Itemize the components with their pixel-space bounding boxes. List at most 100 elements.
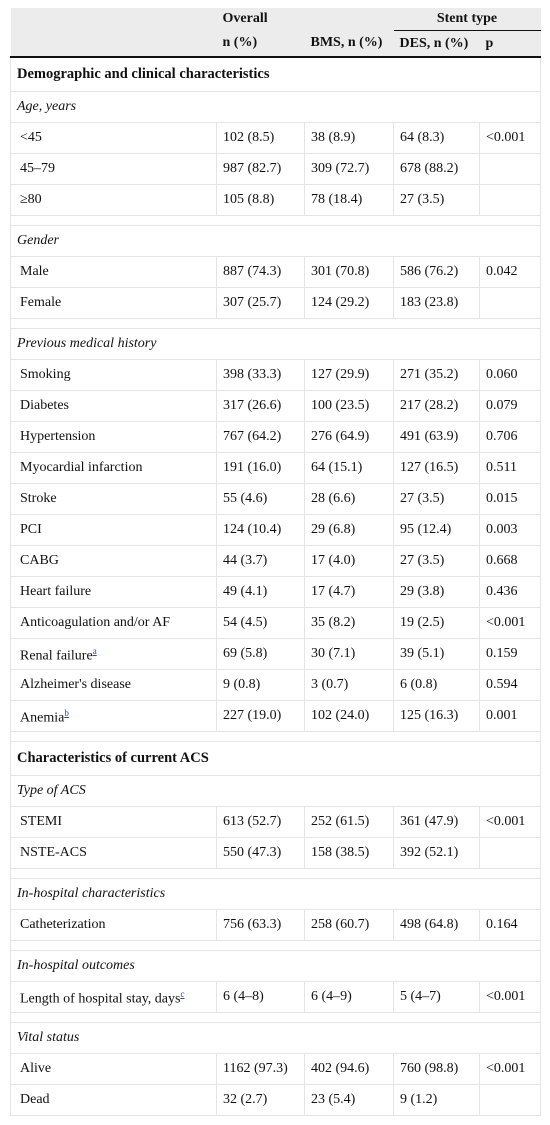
header-row-top: Overall Stent type <box>10 8 541 31</box>
row-label-text: Renal failure <box>20 648 93 664</box>
subsection-heading-row: Previous medical history <box>10 328 541 360</box>
header-empty-cell-2 <box>10 30 217 58</box>
des-cell: 27 (3.5) <box>393 545 480 577</box>
des-cell: 271 (35.2) <box>393 359 480 391</box>
header-n-pct: n (%) <box>216 30 305 58</box>
bms-cell: 23 (5.4) <box>304 1084 394 1116</box>
row-label-text: Stroke <box>20 491 57 506</box>
footnote-link[interactable]: b <box>64 707 69 718</box>
overall-cell: 55 (4.6) <box>216 483 305 515</box>
p-value-cell: <0.001 <box>479 607 541 639</box>
overall-cell: 756 (63.3) <box>216 909 305 941</box>
table-row: Dead 32 (2.7) 23 (5.4) 9 (1.2) <box>10 1084 541 1116</box>
p-value-cell <box>479 287 541 319</box>
header-row-bottom: n (%) BMS, n (%) DES, n (%) p <box>10 30 541 58</box>
table-row: <45 102 (8.5) 38 (8.9) 64 (8.3) <0.001 <box>10 122 541 154</box>
header-stent-type: Stent type <box>393 8 541 31</box>
subsection-heading-row: Vital status <box>10 1022 541 1054</box>
des-cell: 125 (16.3) <box>393 700 480 732</box>
des-cell: 6 (0.8) <box>393 669 480 701</box>
table-row: Catheterization 756 (63.3) 258 (60.7) 498 (… <box>10 909 541 941</box>
spacer-row <box>10 318 541 329</box>
overall-cell: 398 (33.3) <box>216 359 305 391</box>
des-cell: 217 (28.2) <box>393 390 480 422</box>
row-label: PCI <box>10 514 217 546</box>
footnote-marker: c <box>180 987 184 1000</box>
des-cell: 361 (47.9) <box>393 806 480 838</box>
overall-cell: 49 (4.1) <box>216 576 305 608</box>
p-value-cell: 0.668 <box>479 545 541 577</box>
overall-cell: 32 (2.7) <box>216 1084 305 1116</box>
table-row: 45–79 987 (82.7) 309 (72.7) 678 (88.2) <box>10 153 541 185</box>
row-label: Anticoagulation and/or AF <box>10 607 217 639</box>
p-value-cell: 0.015 <box>479 483 541 515</box>
row-label-text: Alive <box>20 1061 52 1076</box>
bms-cell: 6 (4–9) <box>304 981 394 1013</box>
spacer-cell <box>10 318 541 329</box>
overall-cell: 44 (3.7) <box>216 545 305 577</box>
footnote-link[interactable]: a <box>92 645 97 656</box>
row-label-text: Catheterization <box>20 917 106 932</box>
spacer-cell <box>10 868 541 879</box>
subsection-heading-row: Age, years <box>10 91 541 123</box>
table-row: Anemiab 227 (19.0) 102 (24.0) 125 (16.3) 0.0… <box>10 700 541 732</box>
row-label: Male <box>10 256 217 288</box>
bms-cell: 35 (8.2) <box>304 607 394 639</box>
table-row: CABG 44 (3.7) 17 (4.0) 27 (3.5) 0.668 <box>10 545 541 577</box>
table-row: Stroke 55 (4.6) 28 (6.6) 27 (3.5) 0.015 <box>10 483 541 515</box>
overall-cell: 307 (25.7) <box>216 287 305 319</box>
spacer-row <box>10 868 541 879</box>
bms-cell: 3 (0.7) <box>304 669 394 701</box>
row-label: <45 <box>10 122 217 154</box>
table-row: STEMI 613 (52.7) 252 (61.5) 361 (47.9) <0.00… <box>10 806 541 838</box>
subsection-heading: Age, years <box>10 91 541 123</box>
table-row: NSTE-ACS 550 (47.3) 158 (38.5) 392 (52.1) <box>10 837 541 869</box>
bms-cell: 309 (72.7) <box>304 153 394 185</box>
row-label: Hypertension <box>10 421 217 453</box>
overall-cell: 317 (26.6) <box>216 390 305 422</box>
bms-cell: 158 (38.5) <box>304 837 394 869</box>
row-label-text: PCI <box>20 522 42 537</box>
row-label-text: STEMI <box>20 814 62 829</box>
row-label-text: NSTE-ACS <box>20 845 87 860</box>
table-row: PCI 124 (10.4) 29 (6.8) 95 (12.4) 0.003 <box>10 514 541 546</box>
table-row: Alive 1162 (97.3) 402 (94.6) 760 (98.8) <0.0… <box>10 1053 541 1085</box>
footnote-marker: b <box>64 706 69 719</box>
des-cell: 19 (2.5) <box>393 607 480 639</box>
overall-cell: 54 (4.5) <box>216 607 305 639</box>
subsection-heading: Gender <box>10 225 541 257</box>
p-value-cell <box>479 184 541 216</box>
overall-cell: 124 (10.4) <box>216 514 305 546</box>
row-label: STEMI <box>10 806 217 838</box>
bms-cell: 301 (70.8) <box>304 256 394 288</box>
spacer-cell <box>10 731 541 742</box>
bms-cell: 30 (7.1) <box>304 638 394 670</box>
spacer-row <box>10 1012 541 1023</box>
header-empty-cell <box>11 8 217 31</box>
bms-cell: 252 (61.5) <box>304 806 394 838</box>
p-value-cell: 0.042 <box>479 256 541 288</box>
overall-cell: 767 (64.2) <box>216 421 305 453</box>
row-label-text: 45–79 <box>20 161 55 176</box>
bms-cell: 38 (8.9) <box>304 122 394 154</box>
section-heading: Demographic and clinical characteristics <box>10 57 541 92</box>
subsection-heading: Previous medical history <box>10 328 541 360</box>
row-label: Renal failurea <box>10 638 217 670</box>
des-cell: 27 (3.5) <box>393 184 480 216</box>
des-cell: 29 (3.8) <box>393 576 480 608</box>
bms-cell: 17 (4.0) <box>304 545 394 577</box>
table-header: Overall Stent type n (%) BMS, n (%) DES,… <box>10 8 541 58</box>
des-cell: 64 (8.3) <box>393 122 480 154</box>
row-label-text: Dead <box>20 1092 50 1107</box>
bms-cell: 17 (4.7) <box>304 576 394 608</box>
p-value-cell: <0.001 <box>479 806 541 838</box>
bms-cell: 29 (6.8) <box>304 514 394 546</box>
row-label: Stroke <box>10 483 217 515</box>
footnote-link[interactable]: c <box>180 988 185 999</box>
section-heading-row: Characteristics of current ACS <box>10 741 541 776</box>
row-label-text: Length of hospital stay, days <box>20 991 181 1007</box>
overall-cell: 9 (0.8) <box>216 669 305 701</box>
header-p: p <box>479 30 541 58</box>
row-label: CABG <box>10 545 217 577</box>
row-label-text: CABG <box>20 553 59 568</box>
